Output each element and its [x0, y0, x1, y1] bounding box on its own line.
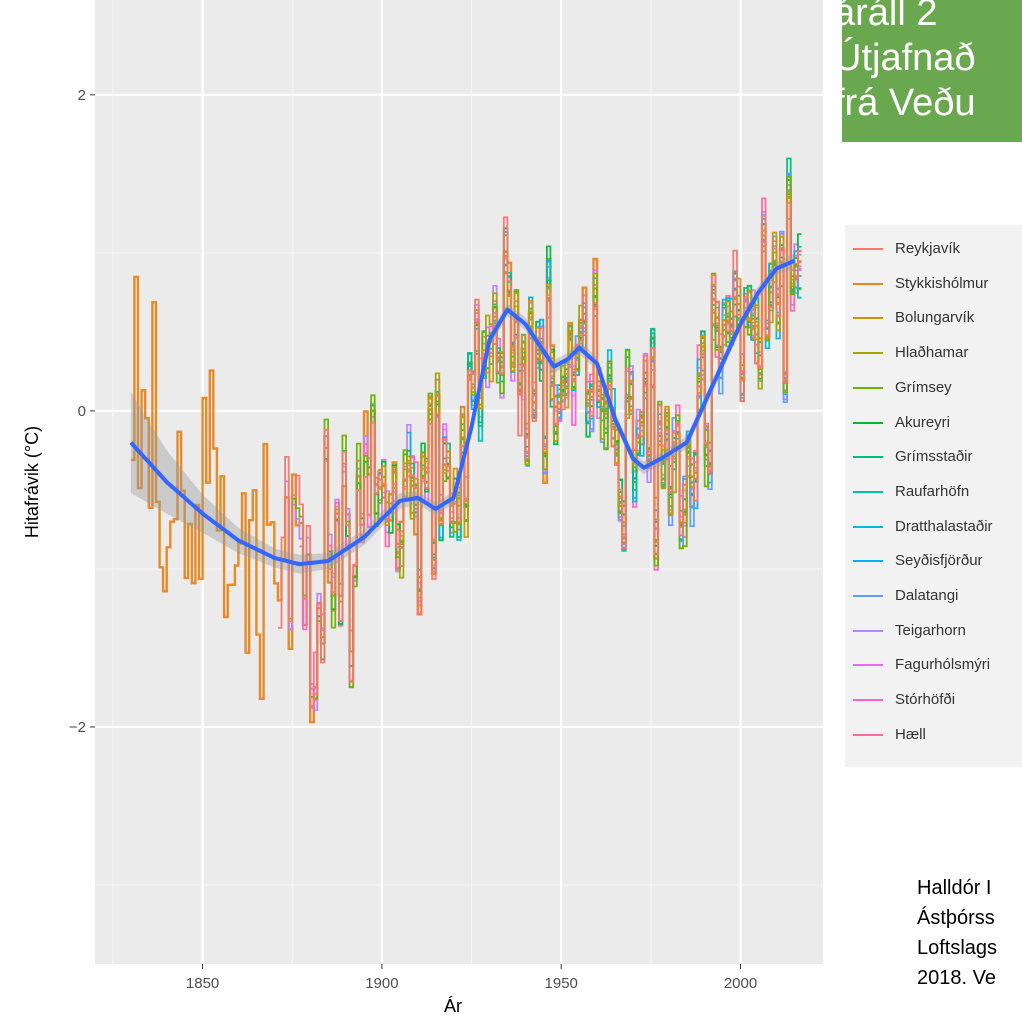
title-line: áráll 2 — [842, 0, 938, 34]
legend-label: Fagurhólsmýri — [895, 656, 991, 674]
y-tick-label: −2 — [69, 719, 86, 736]
legend-label: Hlaðhamar — [895, 344, 969, 362]
legend-swatch — [853, 664, 883, 667]
legend-swatch — [853, 733, 883, 736]
legend-item: Fagurhólsmýri — [853, 653, 1022, 677]
series-line — [277, 201, 802, 709]
x-tick-label: 2000 — [724, 975, 757, 992]
legend-item: Bolungarvík — [853, 306, 1022, 330]
x-tick-label: 1850 — [186, 975, 219, 992]
legend-swatch — [853, 456, 883, 459]
title-line: Útjafnað — [842, 37, 976, 79]
smoothed-trend-line — [129, 258, 796, 567]
legend-swatch — [853, 699, 883, 702]
legend-swatch — [853, 560, 883, 563]
legend-label: Stórhöfði — [895, 691, 956, 709]
x-tick-label: 1950 — [545, 975, 578, 992]
y-axis-title: Hitafrávik (°C) — [22, 426, 42, 538]
y-tick-label: 0 — [78, 403, 86, 420]
legend-swatch — [853, 248, 883, 250]
legend-label: Stykkishólmur — [895, 274, 989, 292]
legend-item: Hlaðhamar — [853, 341, 1022, 365]
legend-item: Seyðisfjörður — [853, 549, 1022, 573]
legend-swatch — [853, 352, 883, 355]
legend-label: Hæll — [895, 725, 926, 743]
legend-label: Grímsstaðir — [895, 448, 973, 466]
legend-item: Reykjavík — [853, 237, 1022, 261]
x-axis-title: Ár — [444, 996, 462, 1016]
citation-line: Ástþórss — [917, 907, 995, 929]
citation-line: Halldór I — [917, 877, 992, 899]
legend-swatch — [853, 282, 883, 285]
legend-item: Grímsstaðir — [853, 445, 1022, 469]
title-line: frá Veðu — [842, 82, 976, 124]
legend-label: Bolungarvík — [895, 309, 975, 327]
legend-swatch — [853, 490, 883, 493]
title-box: áráll 2 Útjafnað frá Veðu — [842, 0, 1022, 142]
citation: Halldór I Ástþórss Loftslags 2018. Ve — [917, 873, 1022, 993]
legend-item: Stykkishólmur — [853, 272, 1022, 296]
legend-item: Teigarhorn — [853, 619, 1022, 643]
legend-item: Dalatangi — [853, 584, 1022, 608]
legend-label: Reykjavík — [895, 240, 961, 257]
legend-item: Grímsey — [853, 376, 1022, 400]
legend-label: Grímsey — [895, 378, 952, 396]
legend-label: Raufarhöfn — [895, 482, 970, 500]
smooth-layer — [129, 252, 796, 574]
citation-line: Loftslags — [917, 937, 998, 959]
citation-line: 2018. Ve — [917, 967, 996, 989]
legend-label: Dalatangi — [895, 587, 959, 604]
y-tick-label: 2 — [78, 87, 86, 104]
legend-item: Hæll — [853, 723, 1022, 747]
legend-item: Dratthalastaðir — [853, 515, 1022, 539]
legend-label: Akureyri — [895, 413, 951, 431]
legend-swatch — [853, 595, 883, 597]
legend-item: Raufarhöfn — [853, 480, 1022, 504]
legend: Reykjavík Stykkishólmur Bolungarvík Hlaðham… — [845, 225, 1022, 767]
grid-major — [95, 0, 823, 964]
series-layer — [130, 157, 802, 724]
legend-swatch — [853, 421, 883, 424]
legend-label: Dratthalastaðir — [895, 517, 993, 535]
legend-swatch — [853, 386, 883, 389]
x-tick-label: 1900 — [365, 975, 398, 992]
legend-label: Seyðisfjörður — [895, 552, 983, 570]
legend-item: Akureyri — [853, 411, 1022, 435]
legend-swatch — [853, 525, 883, 528]
legend-item: Stórhöfði — [853, 688, 1022, 712]
legend-label: Teigarhorn — [895, 621, 966, 639]
legend-swatch — [853, 629, 883, 632]
axis-layer: 1850 1900 1950 2000 −2 0 2 — [69, 87, 757, 992]
legend-swatch — [853, 317, 883, 320]
